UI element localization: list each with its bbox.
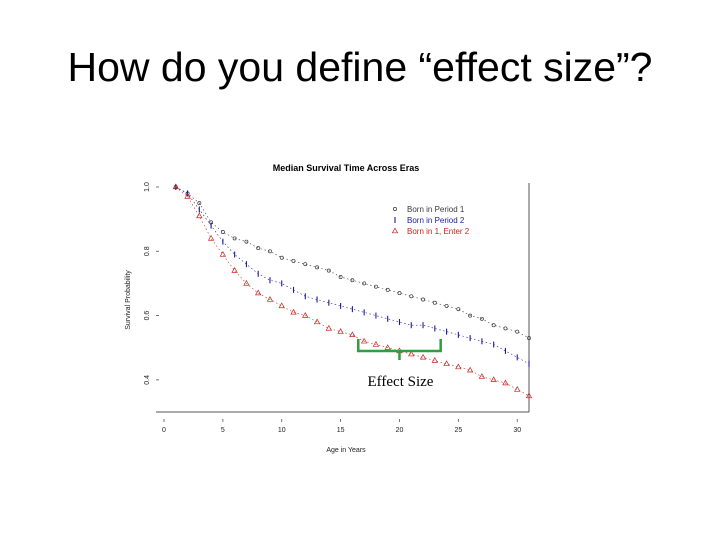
slide-title: How do you define “effect size”? [67,44,653,90]
data-point [268,249,272,254]
y-tick-label: 1.0 [144,182,151,192]
data-point [349,331,356,338]
data-point [421,297,425,302]
data-point [479,316,484,321]
x-tick-label: 0 [162,427,166,434]
data-point [419,353,427,360]
x-tick-label: 25 [454,427,462,434]
data-point [373,284,378,289]
data-point [326,268,331,273]
data-point [384,344,391,350]
data-point [172,183,179,190]
data-point [338,275,343,279]
data-point [302,312,309,318]
data-point [325,324,333,331]
data-point [256,246,261,251]
effect-size-annotation: Effect Size [357,339,442,390]
data-point [196,212,203,219]
data-point [219,250,227,257]
series-3 [172,183,533,399]
data-point [455,363,462,370]
data-point [197,201,202,206]
data-point [503,326,508,331]
data-point [231,267,238,273]
data-point [278,302,285,309]
chart-legend: Born in Period 1 Born in Period 2 Born in … [391,205,470,236]
y-tick-label: 0.8 [144,246,151,256]
data-point [266,295,274,302]
series-line [175,186,530,339]
chart-marks [172,183,533,399]
data-point [502,379,509,386]
data-point [431,357,439,363]
x-tick-label: 15 [337,427,345,434]
data-point [313,318,321,325]
data-point [232,236,237,241]
y-tick-label: 0.6 [144,311,151,321]
data-point [243,279,250,286]
data-point [444,303,449,308]
data-point [443,360,450,366]
data-point [527,336,531,341]
data-point [350,278,355,283]
series-line [175,186,530,397]
legend-label: Born in 1, Enter 2 [407,227,470,236]
series-2 [175,184,530,367]
data-point [491,323,496,328]
data-point [490,376,497,383]
data-point [514,385,521,392]
data-point [291,258,296,263]
data-point [220,230,225,234]
data-point [207,234,215,241]
data-point [372,340,380,347]
series-line [175,186,530,365]
data-point [279,255,284,260]
data-point [468,313,473,318]
data-point [525,392,533,399]
data-point [409,294,414,299]
x-tick-label: 30 [513,427,521,434]
data-point [397,291,402,296]
data-point [385,287,390,292]
data-point [244,239,249,244]
x-tick-label: 5 [221,427,225,434]
data-point [254,289,262,296]
data-point [515,329,520,334]
legend-label: Born in Period 2 [407,216,465,225]
x-axis-label: Age in Years [326,447,366,454]
bracket-line [357,339,442,353]
chart-title: Median Survival Time Across Eras [273,163,420,173]
chart-axes: 0 5 10 15 20 25 30 0.4 0.6 0.8 1.0 [144,182,530,434]
x-tick-label: 20 [396,427,404,434]
data-point [456,307,461,312]
y-tick-label: 0.4 [144,375,151,385]
data-point [362,281,367,286]
y-axis-label: Survival Probability [125,270,132,330]
data-point [337,328,344,334]
data-point [184,193,191,199]
series-1 [173,185,531,341]
legend-marker [391,227,399,234]
data-point [466,366,474,373]
data-point [478,373,486,379]
data-point [315,265,320,270]
data-point [408,350,415,357]
effect-size-label: Effect Size [368,374,434,390]
data-point [432,300,437,305]
data-point [290,308,297,315]
legend-label: Born in Period 1 [407,205,465,214]
data-point [360,337,368,344]
data-point [303,262,308,267]
x-tick-label: 10 [278,427,286,434]
legend-marker [393,207,397,211]
